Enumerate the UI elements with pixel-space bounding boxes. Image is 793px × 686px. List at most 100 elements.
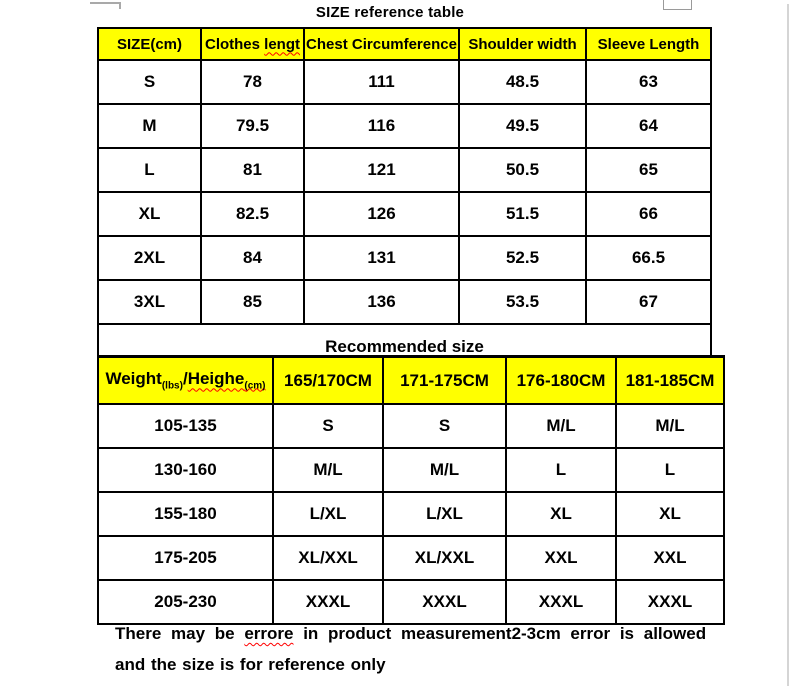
recommended-size-value: XL/XXL (382, 535, 507, 581)
sleeve-value: 67 (585, 279, 712, 325)
crop-artifact-top-right (663, 0, 692, 10)
header-height-176-180: 176-180CM (505, 355, 617, 405)
header-weight-height: Weight(lbs)/Heighe(cm) (97, 355, 274, 405)
table-row: S 78 111 48.5 63 (97, 59, 712, 105)
sleeve-value: 64 (585, 103, 712, 149)
crop-artifact-right-line (787, 4, 789, 686)
footnote-line-1: There may be errore in product measureme… (115, 624, 706, 644)
recommended-size-value: XXL (615, 535, 725, 581)
header-height-171-175: 171-175CM (382, 355, 507, 405)
recommended-size-value: L (505, 447, 617, 493)
table-row: 2XL 84 131 52.5 66.5 (97, 235, 712, 281)
header-text: Weight (105, 369, 162, 389)
weight-range: 155-180 (97, 491, 274, 537)
footnote-text: There may be (115, 624, 245, 643)
recommended-size-value: M/L (382, 447, 507, 493)
misspelled-text: errore (244, 624, 294, 643)
recommended-size-value: L/XL (382, 491, 507, 537)
shoulder-value: 51.5 (458, 191, 587, 237)
size-label: L (97, 147, 202, 193)
header-height-165-170: 165/170CM (272, 355, 384, 405)
table-row: 155-180 L/XL L/XL XL XL (97, 491, 725, 537)
size-label: 3XL (97, 279, 202, 325)
recommended-size-value: XXXL (272, 579, 384, 625)
recommended-size-value: XXXL (615, 579, 725, 625)
shoulder-value: 50.5 (458, 147, 587, 193)
clothes-length-value: 78 (200, 59, 305, 105)
weight-range: 105-135 (97, 403, 274, 449)
table-row: 175-205 XL/XXL XL/XXL XXL XXL (97, 535, 725, 581)
shoulder-value: 49.5 (458, 103, 587, 149)
recommend-table-header-row: Weight(lbs)/Heighe(cm) 165/170CM 171-175… (97, 355, 725, 405)
table-row: M 79.5 116 49.5 64 (97, 103, 712, 149)
size-reference-table: SIZE(cm) Clothes lengt Chest Circumferen… (97, 27, 712, 371)
misspelled-text: Heighe(cm) (187, 369, 266, 391)
recommended-size-value: M/L (615, 403, 725, 449)
table-row: 130-160 M/L M/L L L (97, 447, 725, 493)
chest-value: 131 (303, 235, 460, 281)
table-row: 205-230 XXXL XXXL XXXL XXXL (97, 579, 725, 625)
recommended-size-value: L (615, 447, 725, 493)
header-text: Shoulder width (468, 35, 577, 53)
recommended-size-value: M/L (272, 447, 384, 493)
subscript-cm: (cm) (244, 380, 266, 392)
header-text: Chest Circumference (306, 35, 457, 53)
recommended-size-value: S (382, 403, 507, 449)
recommended-size-value: XL/XXL (272, 535, 384, 581)
sleeve-value: 66 (585, 191, 712, 237)
clothes-length-value: 81 (200, 147, 305, 193)
recommended-size-value: XXL (505, 535, 617, 581)
size-table-header-row: SIZE(cm) Clothes lengt Chest Circumferen… (97, 27, 712, 61)
header-size-cm: SIZE(cm) (97, 27, 202, 61)
chest-value: 136 (303, 279, 460, 325)
recommended-size-value: XL (615, 491, 725, 537)
header-shoulder-width: Shoulder width (458, 27, 587, 61)
shoulder-value: 48.5 (458, 59, 587, 105)
header-text: Clothes (204, 35, 265, 53)
sleeve-value: 63 (585, 59, 712, 105)
table-row: L 81 121 50.5 65 (97, 147, 712, 193)
header-clothes-length: Clothes lengt (200, 27, 305, 61)
size-label: M (97, 103, 202, 149)
size-label: 2XL (97, 235, 202, 281)
clothes-length-value: 82.5 (200, 191, 305, 237)
recommended-size-value: XL (505, 491, 617, 537)
footnote-text: in product measurement2-3cm error is all… (293, 624, 707, 643)
weight-range: 175-205 (97, 535, 274, 581)
clothes-length-value: 84 (200, 235, 305, 281)
page-title: SIZE reference table (315, 4, 465, 21)
header-text: Heighe (187, 369, 245, 389)
header-chest-circumference: Chest Circumference (303, 27, 460, 61)
crop-artifact-top-left (90, 2, 121, 9)
weight-range: 205-230 (97, 579, 274, 625)
sleeve-value: 66.5 (585, 235, 712, 281)
clothes-length-value: 79.5 (200, 103, 305, 149)
subscript-lbs: (lbs) (161, 380, 183, 392)
header-sleeve-length: Sleeve Length (585, 27, 712, 61)
chest-value: 121 (303, 147, 460, 193)
table-row: 105-135 S S M/L M/L (97, 403, 725, 449)
chest-value: 111 (303, 59, 460, 105)
recommended-size-table: Weight(lbs)/Heighe(cm) 165/170CM 171-175… (97, 355, 725, 625)
header-text: Sleeve Length (597, 35, 700, 53)
table-row: XL 82.5 126 51.5 66 (97, 191, 712, 237)
clothes-length-value: 85 (200, 279, 305, 325)
recommended-size-value: XXXL (382, 579, 507, 625)
recommended-size-value: M/L (505, 403, 617, 449)
recommended-size-value: L/XL (272, 491, 384, 537)
recommended-size-value: S (272, 403, 384, 449)
chest-value: 116 (303, 103, 460, 149)
weight-range: 130-160 (97, 447, 274, 493)
table-row: 3XL 85 136 53.5 67 (97, 279, 712, 325)
misspelled-text: lengt (264, 35, 301, 53)
recommended-size-value: XXXL (505, 579, 617, 625)
shoulder-value: 52.5 (458, 235, 587, 281)
size-label: S (97, 59, 202, 105)
header-text: SIZE(cm) (116, 35, 182, 53)
header-text: / (182, 369, 188, 389)
header-height-181-185: 181-185CM (615, 355, 725, 405)
size-label: XL (97, 191, 202, 237)
shoulder-value: 53.5 (458, 279, 587, 325)
footnote-line-2: and the size is for reference only (115, 655, 386, 674)
